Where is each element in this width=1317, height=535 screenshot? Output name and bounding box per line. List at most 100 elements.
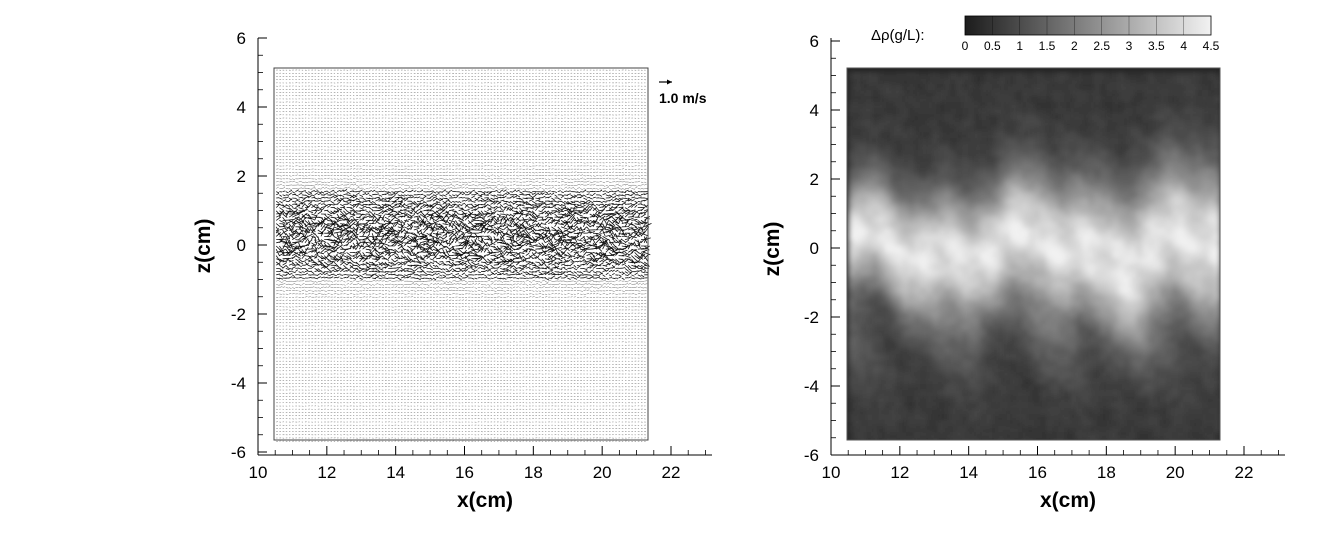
density-cell xyxy=(872,198,879,205)
density-cell xyxy=(890,240,897,247)
density-cell xyxy=(1070,132,1077,139)
density-cell xyxy=(908,372,915,379)
density-cell xyxy=(986,72,993,79)
density-cell xyxy=(1124,228,1131,235)
density-cell xyxy=(944,414,951,421)
density-cell xyxy=(986,384,993,391)
density-cell xyxy=(1190,414,1197,421)
density-cell xyxy=(890,330,897,337)
density-cell xyxy=(1118,180,1125,187)
density-cell xyxy=(944,150,951,157)
density-cell xyxy=(890,156,897,163)
density-cell xyxy=(1172,438,1179,440)
density-cell xyxy=(908,378,915,385)
density-cell xyxy=(896,144,903,151)
density-cell xyxy=(1034,114,1041,121)
density-cell xyxy=(1046,294,1053,301)
density-cell xyxy=(1052,216,1059,223)
density-cell xyxy=(956,432,963,439)
density-cell xyxy=(1082,228,1089,235)
density-cell xyxy=(896,330,903,337)
density-cell xyxy=(1184,300,1191,307)
density-cell xyxy=(1190,324,1197,331)
density-cell xyxy=(998,150,1005,157)
density-cell xyxy=(1076,372,1083,379)
density-cell xyxy=(884,252,891,259)
density-cell xyxy=(1100,120,1107,127)
density-cell xyxy=(1214,426,1220,433)
density-cell xyxy=(1148,84,1155,91)
density-cell xyxy=(1028,222,1035,229)
density-cell xyxy=(1088,144,1095,151)
density-cell xyxy=(932,348,939,355)
density-cell xyxy=(1178,162,1185,169)
density-cell xyxy=(1136,294,1143,301)
density-cell xyxy=(1034,210,1041,217)
density-cell xyxy=(1196,420,1203,427)
density-cell xyxy=(1166,192,1173,199)
density-cell xyxy=(1112,300,1119,307)
density-cell xyxy=(866,144,873,151)
density-cell xyxy=(1046,216,1053,223)
density-cell xyxy=(1016,72,1023,79)
density-cell xyxy=(1178,402,1185,409)
density-cell xyxy=(1148,240,1155,247)
density-cell xyxy=(932,312,939,319)
density-cell xyxy=(1196,294,1203,301)
density-cell xyxy=(998,312,1005,319)
density-cell xyxy=(956,420,963,427)
density-cell xyxy=(1124,330,1131,337)
density-cell xyxy=(1154,360,1161,367)
density-cell xyxy=(896,396,903,403)
density-cell xyxy=(1202,180,1209,187)
density-cell xyxy=(1010,384,1017,391)
density-cell xyxy=(980,150,987,157)
density-cell xyxy=(1136,282,1143,289)
density-cell xyxy=(938,438,945,440)
density-cell xyxy=(1160,120,1167,127)
density-cell xyxy=(1130,228,1137,235)
density-cell xyxy=(944,84,951,91)
density-cell xyxy=(1046,132,1053,139)
density-cell xyxy=(1130,414,1137,421)
density-cell xyxy=(854,168,861,175)
density-cell xyxy=(902,216,909,223)
density-cell xyxy=(1172,156,1179,163)
density-cell xyxy=(1070,258,1077,265)
density-cell xyxy=(854,342,861,349)
density-cell xyxy=(950,228,957,235)
density-cell xyxy=(932,120,939,127)
density-cell xyxy=(1064,204,1071,211)
density-cell xyxy=(956,288,963,295)
density-cell xyxy=(974,294,981,301)
density-cell xyxy=(1130,210,1137,217)
density-cell xyxy=(1148,330,1155,337)
density-cell xyxy=(1190,168,1197,175)
density-cell xyxy=(1154,222,1161,229)
density-cell xyxy=(956,180,963,187)
density-cell xyxy=(944,198,951,205)
density-cell xyxy=(854,180,861,187)
density-cell xyxy=(1130,270,1137,277)
density-cell xyxy=(938,306,945,313)
density-cell xyxy=(1088,294,1095,301)
density-cell xyxy=(926,438,933,440)
density-cell xyxy=(896,264,903,271)
density-cell xyxy=(956,78,963,85)
density-cell xyxy=(1160,138,1167,145)
density-cell xyxy=(1070,306,1077,313)
density-cell xyxy=(1106,96,1113,103)
density-cell xyxy=(878,246,885,253)
density-cell xyxy=(1070,366,1077,373)
density-cell xyxy=(1190,156,1197,163)
density-cell xyxy=(872,102,879,109)
density-cell xyxy=(1070,114,1077,121)
density-cell xyxy=(1088,318,1095,325)
density-cell xyxy=(1154,396,1161,403)
density-cell xyxy=(1046,168,1053,175)
density-cell xyxy=(1046,270,1053,277)
density-cell xyxy=(1082,408,1089,415)
density-cell xyxy=(956,270,963,277)
density-cell xyxy=(1136,348,1143,355)
density-cell xyxy=(1196,150,1203,157)
